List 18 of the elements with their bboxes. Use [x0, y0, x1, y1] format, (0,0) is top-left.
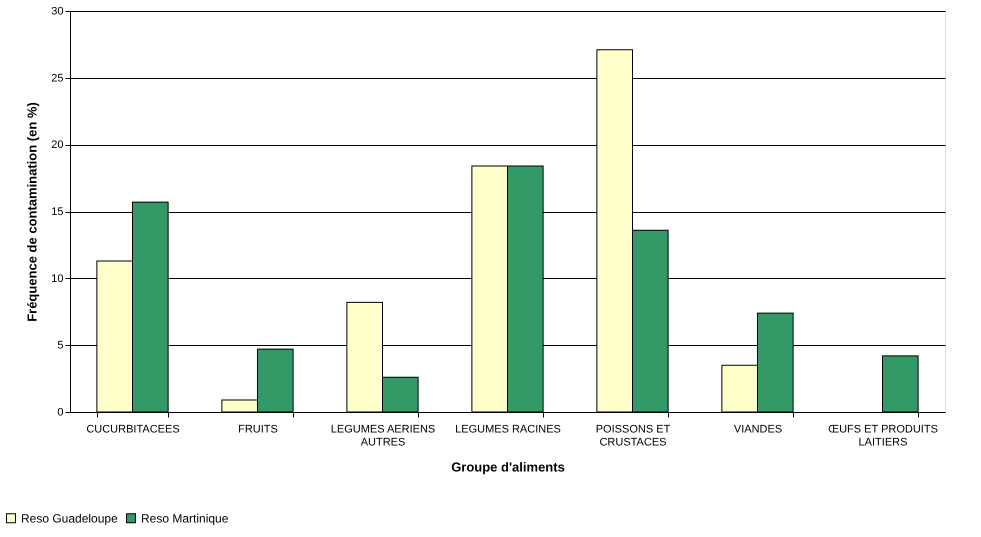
x-tick-label: LEGUMES RACINES [455, 424, 561, 436]
y-axis-title: Fréquence de contamination (en %) [24, 102, 40, 322]
y-tick-label: 20 [51, 139, 64, 152]
y-tick-label: 0 [57, 406, 64, 418]
y-tick-label: 25 [51, 72, 64, 84]
y-tick-label: 15 [51, 206, 64, 218]
x-tick-label: LEGUMES AERIENS AUTRES [330, 424, 436, 448]
legend-label: Reso Guadeloupe [21, 511, 118, 526]
y-tick-label: 30 [51, 6, 64, 18]
y-tick-label: 10 [51, 272, 64, 285]
x-tick-label: CUCURBITACEES [86, 424, 180, 436]
y-tick-label: 5 [57, 340, 64, 352]
legend-label: Reso Martinique [141, 511, 229, 526]
x-tick-label: FRUITS [238, 424, 278, 436]
x-tick-label: VIANDES [734, 424, 782, 436]
x-axis-title: Groupe d'aliments [451, 460, 565, 474]
x-tick-label: ŒUFS ET PRODUITS LAITIERS [828, 424, 938, 448]
x-tick-label: POISSONS ET CRUSTACES [596, 424, 671, 448]
